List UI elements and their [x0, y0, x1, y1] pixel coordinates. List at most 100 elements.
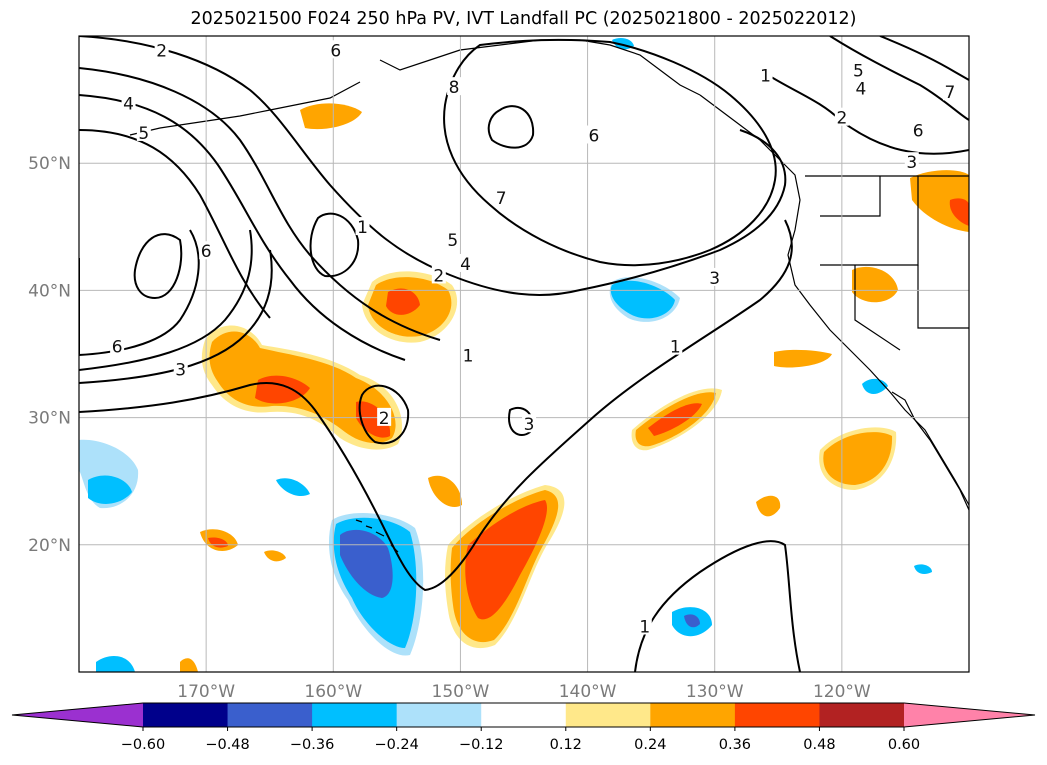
- positive-anomaly-region: [774, 349, 832, 368]
- contour-label: 4: [856, 79, 867, 99]
- colorbar-segment: [650, 703, 736, 727]
- longitude-labels: 170°W 160°W 150°W 140°W 130°W 120°W: [177, 682, 871, 702]
- contour-label: 1: [639, 617, 650, 637]
- contour-label-background: [911, 120, 926, 139]
- colorbar-tick-label: 0.24: [634, 737, 666, 753]
- contour-label: 6: [330, 41, 341, 61]
- contour-label: 2: [156, 41, 167, 61]
- colorbar-segment: [565, 703, 651, 727]
- contour-label: 2: [379, 409, 390, 429]
- colorbar: [11, 702, 1036, 728]
- positive-anomaly-region: [648, 403, 702, 436]
- positive-anomaly-region: [756, 495, 781, 517]
- map-frame: [78, 35, 970, 673]
- contour-label-background: [355, 217, 370, 236]
- contour-label-background: [707, 267, 722, 286]
- positive-anomaly-region: [823, 432, 893, 485]
- contour-label-background: [853, 78, 868, 97]
- pv-contour: [634, 540, 801, 672]
- positive-anomaly-region: [949, 198, 969, 226]
- pv-contour: [309, 212, 360, 278]
- positive-anomaly-region: [428, 475, 462, 507]
- contour-label-background: [458, 253, 473, 272]
- contour-label-background: [199, 241, 214, 260]
- contour-label-background: [834, 107, 849, 126]
- latitude-labels: 20°N 30°N 40°N 50°N: [28, 154, 71, 556]
- contour-label-background: [758, 65, 773, 84]
- pv-contour: [358, 384, 410, 445]
- colorbar-segment: [481, 703, 567, 727]
- contour-label: 1: [357, 218, 368, 238]
- pv-contour: [79, 94, 406, 361]
- contour-label: 6: [913, 121, 924, 141]
- contour-label: 8: [449, 78, 460, 98]
- colorbar-segment: [819, 703, 905, 727]
- negative-anomaly-region: [914, 564, 932, 574]
- pv-contour: [829, 36, 969, 121]
- contour-label-background: [154, 40, 169, 59]
- contour-label: 6: [112, 338, 123, 358]
- negative-anomaly-region: [684, 614, 700, 628]
- positive-anomaly-region: [910, 170, 969, 232]
- contour-label-background: [445, 229, 460, 248]
- colorbar-segment: [227, 703, 313, 727]
- pv-contour: [79, 249, 273, 384]
- contour-label: 7: [945, 83, 956, 103]
- colorbar-extend-low: [12, 703, 143, 727]
- pv-ivt-shading: [79, 38, 969, 672]
- contour-label: 3: [709, 269, 720, 289]
- negative-anomaly-region: [276, 478, 310, 497]
- positive-anomaly-region: [264, 550, 286, 562]
- negative-anomaly-region: [96, 656, 135, 672]
- colorbar-labels: −0.60 −0.48 −0.36 −0.24 −0.12 0.12 0.24 0.36 0.4…: [121, 727, 920, 753]
- us-state-border: [854, 265, 901, 351]
- colorbar-tick-label: 0.12: [550, 737, 582, 753]
- contour-label: 3: [175, 361, 186, 381]
- pv-contour: [133, 233, 183, 300]
- colorbar-tick-label: −0.60: [121, 737, 165, 753]
- colorbar-tick-label: 0.36: [719, 737, 751, 753]
- colorbar-segment: [312, 703, 398, 727]
- colorbar-tick-label: 0.48: [803, 737, 835, 753]
- contour-label-background: [136, 122, 151, 141]
- lon-tick-label: 130°W: [686, 682, 744, 702]
- lon-tick-label: 160°W: [304, 682, 362, 702]
- colorbar-tick-label: −0.36: [290, 737, 334, 753]
- contour-label-background: [173, 359, 188, 378]
- north-america-coastline: [699, 94, 969, 506]
- positive-anomaly-region: [465, 500, 548, 620]
- us-state-border: [820, 176, 881, 217]
- contour-label: 6: [589, 126, 600, 146]
- negative-anomaly-region: [340, 529, 393, 598]
- colorbar-segment: [396, 703, 482, 727]
- pv-contour: [79, 36, 787, 296]
- contour-label: 4: [123, 95, 134, 115]
- positive-anomaly-region: [386, 288, 420, 315]
- contour-label: 2: [836, 109, 847, 129]
- contour-label: 7: [496, 189, 507, 209]
- contour-label-background: [637, 616, 652, 635]
- contour-label: 1: [760, 67, 771, 87]
- positive-anomaly-region: [300, 103, 362, 130]
- contour-label-background: [447, 77, 462, 96]
- positive-anomaly-region: [180, 658, 198, 672]
- contour-label-background: [522, 414, 537, 433]
- contour-label-background: [328, 40, 343, 59]
- contour-label-background: [461, 345, 476, 364]
- contour-label: 5: [447, 231, 458, 251]
- map-title: 2025021500 F024 250 hPa PV, IVT Landfall…: [190, 9, 857, 29]
- pv-contour: [879, 36, 969, 81]
- colorbar-tick-label: −0.24: [374, 737, 418, 753]
- contour-label-background: [110, 336, 125, 355]
- aleutian-islands: [129, 81, 361, 136]
- contour-label: 2: [433, 266, 444, 286]
- lon-tick-label: 140°W: [559, 682, 617, 702]
- negative-anomaly-region: [88, 475, 132, 504]
- contour-label: 1: [670, 338, 681, 358]
- lat-tick-label: 30°N: [28, 409, 71, 429]
- contour-label-background: [851, 60, 866, 79]
- contour-label-background: [586, 125, 601, 144]
